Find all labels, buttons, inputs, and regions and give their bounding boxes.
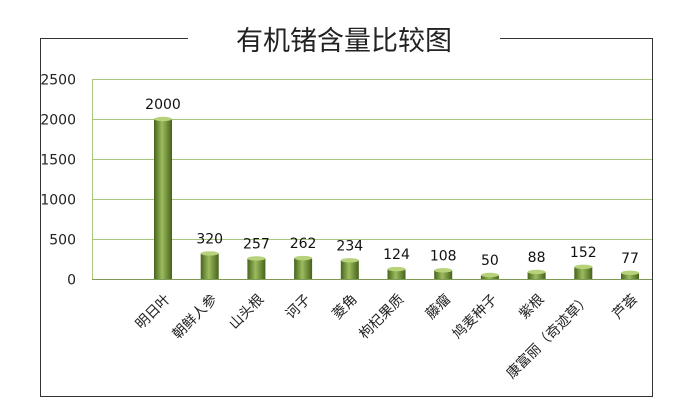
data-label: 108 xyxy=(430,248,457,264)
title-backdrop xyxy=(188,20,500,58)
y-tick-label: 2500 xyxy=(40,73,76,89)
data-label: 2000 xyxy=(145,97,181,113)
x-tick-label: 诃子 xyxy=(283,292,314,323)
data-label: 320 xyxy=(196,231,223,247)
bar-cap xyxy=(621,270,639,276)
bar xyxy=(387,266,406,279)
x-tick-label: 枸杞果质 xyxy=(356,292,407,343)
bar xyxy=(154,116,172,279)
bar-body xyxy=(294,258,313,279)
bar xyxy=(480,272,499,279)
data-label: 257 xyxy=(243,236,270,252)
bars xyxy=(154,116,639,279)
x-tick-label: 菱角 xyxy=(330,292,361,323)
bar-cap xyxy=(340,258,359,263)
bar-cap xyxy=(200,251,219,256)
y-tick-label: 500 xyxy=(49,233,76,249)
data-label: 262 xyxy=(290,236,317,252)
y-axis-ticks: 0 500 1000 1500 2000 2500 xyxy=(40,73,76,289)
x-tick-label: 紫根 xyxy=(516,292,547,323)
bar-body xyxy=(154,119,172,279)
data-label: 88 xyxy=(528,250,546,266)
bar xyxy=(527,269,546,279)
bar-body xyxy=(387,269,406,279)
bar-cap xyxy=(480,272,499,278)
bar-body xyxy=(434,270,453,279)
x-tick-label: 康富丽（奇迹草） xyxy=(503,291,594,382)
data-labels: 2000 320 257 262 234 124 108 50 88 152 77 xyxy=(145,97,639,269)
x-tick-label: 藤瘤 xyxy=(422,291,454,323)
bar-body xyxy=(340,260,359,279)
bar xyxy=(340,258,359,279)
data-label: 124 xyxy=(383,247,410,263)
bar xyxy=(247,256,266,279)
bar xyxy=(434,268,453,279)
y-tick-label: 0 xyxy=(67,273,76,289)
bar xyxy=(200,251,219,279)
bar-cap xyxy=(574,264,593,270)
bar-cap xyxy=(294,255,313,261)
bar xyxy=(574,264,593,279)
bar-cap xyxy=(527,269,546,275)
bar-body xyxy=(574,266,593,279)
bar-body xyxy=(621,272,639,279)
data-label: 77 xyxy=(621,251,639,267)
bar-body xyxy=(200,253,219,279)
x-tick-label: 明日叶 xyxy=(133,292,174,333)
chart-title: 有机锗含量比较图 xyxy=(236,26,452,57)
x-tick-label: 山头根 xyxy=(226,292,267,333)
data-label: 50 xyxy=(481,253,499,269)
x-tick-label: 鸠麦种子 xyxy=(449,291,501,343)
data-label: 152 xyxy=(570,245,597,261)
y-tick-label: 2000 xyxy=(40,113,76,129)
y-tick-label: 1000 xyxy=(40,193,76,209)
bar xyxy=(294,255,313,279)
bar-body xyxy=(527,271,546,279)
gridlines xyxy=(92,79,652,280)
bar-cap xyxy=(154,116,172,122)
bar xyxy=(621,270,639,279)
bar-cap xyxy=(247,256,266,261)
chart-frame xyxy=(40,38,653,397)
bar-cap xyxy=(434,268,453,273)
x-tick-label: 朝鲜人参 xyxy=(169,291,221,343)
x-tick-label: 芦荟 xyxy=(609,291,641,323)
bar-body xyxy=(247,258,266,279)
bar-cap xyxy=(387,266,406,272)
y-tick-label: 1500 xyxy=(40,153,76,169)
data-label: 234 xyxy=(336,238,363,254)
